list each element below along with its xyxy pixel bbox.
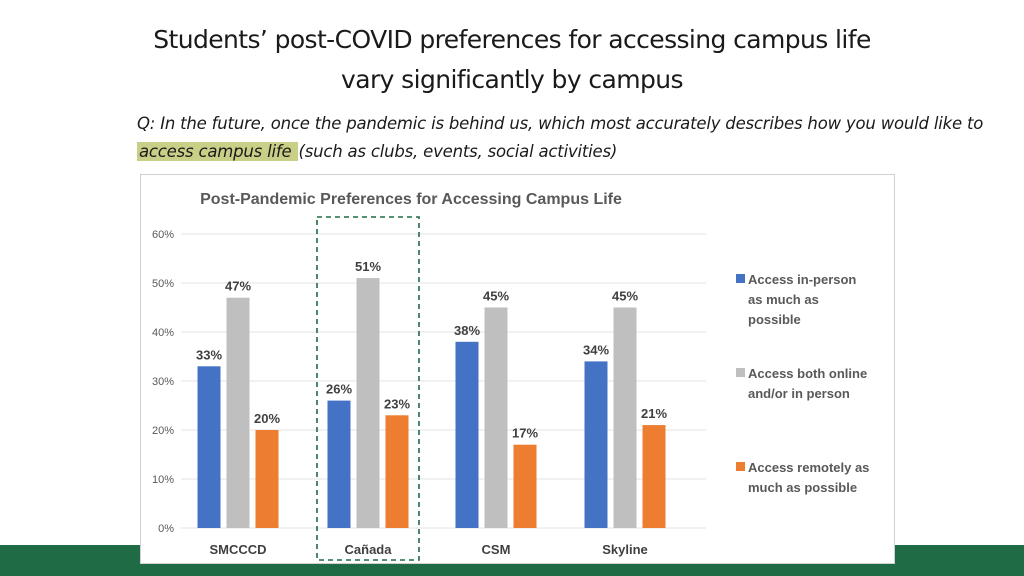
bar (255, 430, 279, 528)
bar (513, 444, 537, 528)
data-label: 26% (326, 382, 352, 397)
bar (327, 400, 351, 528)
bar (642, 425, 666, 528)
legend-swatch (736, 462, 745, 471)
data-label: 34% (583, 342, 609, 357)
data-label: 33% (196, 347, 222, 362)
legend-label: Access in-person as much as possible (748, 272, 856, 327)
y-tick-label: 40% (152, 327, 174, 339)
slide-title: Students’ post-COVID preferences for acc… (40, 20, 984, 100)
x-category-label: Cañada (345, 542, 393, 557)
y-tick-label: 10% (152, 474, 174, 486)
data-label: 21% (641, 406, 667, 421)
legend-label: Access remotely as much as possible (748, 460, 869, 495)
bar (584, 361, 608, 528)
data-label: 45% (483, 289, 509, 304)
data-label: 47% (225, 279, 251, 294)
question-highlight: access campus life (137, 142, 299, 161)
data-label: 38% (454, 323, 480, 338)
legend-swatch (736, 368, 745, 377)
bar (484, 307, 508, 528)
x-category-label: SMCCCD (209, 542, 266, 557)
x-category-label: CSM (482, 542, 511, 557)
y-tick-label: 60% (152, 229, 174, 241)
y-tick-label: 20% (152, 425, 174, 437)
survey-question: Q: In the future, once the pandemic is b… (137, 110, 997, 166)
data-label: 45% (612, 289, 638, 304)
x-category-label: Skyline (602, 542, 648, 557)
question-text-start: Q: In the future, once the pandemic is b… (137, 114, 984, 133)
chart-frame: Post-Pandemic Preferences for Accessing … (140, 174, 895, 564)
y-tick-label: 50% (152, 278, 174, 290)
data-label: 20% (254, 411, 280, 426)
bar (385, 415, 409, 528)
legend-swatch (736, 274, 745, 283)
bar (226, 297, 250, 528)
chart-title: Post-Pandemic Preferences for Accessing … (200, 191, 622, 208)
slide-title-line-2: vary significantly by campus (341, 65, 683, 94)
slide-title-line-1: Students’ post-COVID preferences for acc… (153, 25, 871, 54)
bar (356, 278, 380, 528)
data-label: 23% (384, 396, 410, 411)
y-tick-label: 30% (152, 376, 174, 388)
question-text-end: (such as clubs, events, social activitie… (298, 142, 618, 161)
bar (613, 307, 637, 528)
bar (197, 366, 221, 528)
highlight-box (316, 216, 420, 561)
legend-label: Access both online and/or in person (748, 366, 867, 401)
y-tick-label: 0% (158, 523, 174, 535)
bar-chart: Post-Pandemic Preferences for Accessing … (152, 191, 869, 561)
data-label: 51% (355, 259, 381, 274)
data-label: 17% (512, 426, 538, 441)
bar (455, 341, 479, 528)
